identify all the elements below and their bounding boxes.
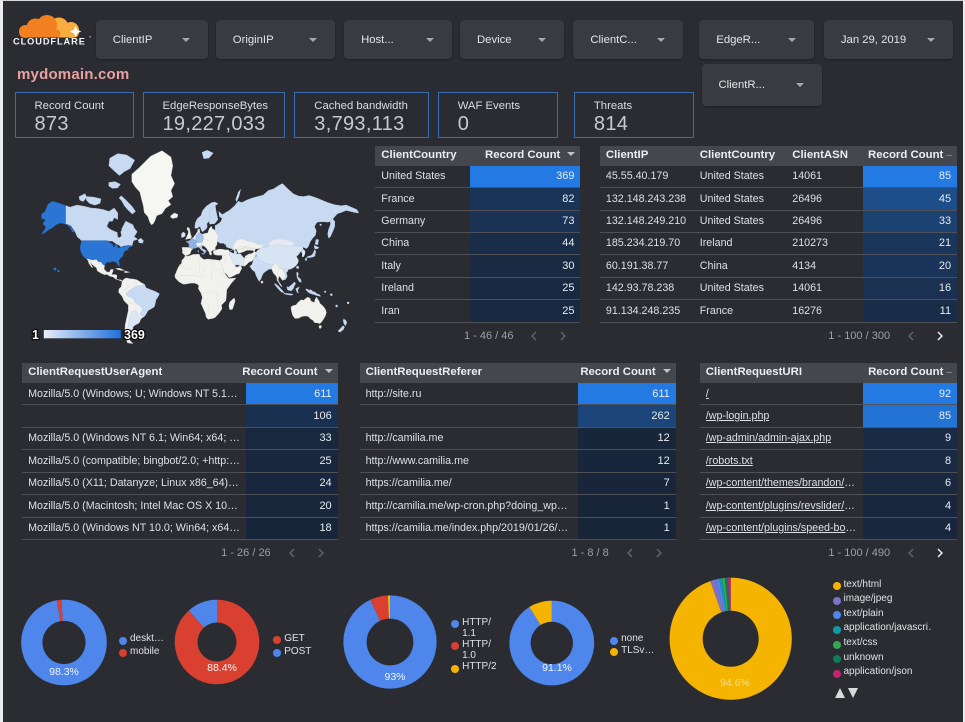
- svg-text:1: 1: [32, 328, 39, 342]
- svg-text:369: 369: [124, 328, 145, 342]
- svg-text:CLOUDFLARE: CLOUDFLARE: [13, 37, 86, 47]
